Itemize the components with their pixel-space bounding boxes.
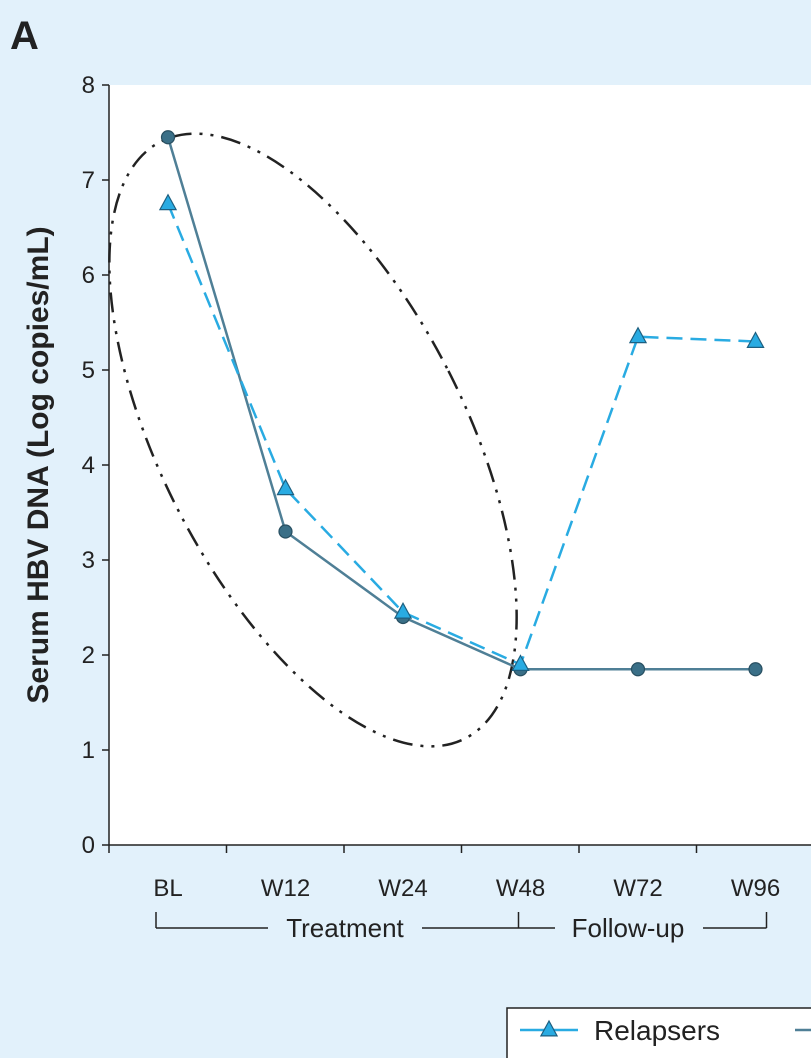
relapsers-point <box>158 193 178 211</box>
x-tick-label: W96 <box>731 875 780 902</box>
annotation-layer <box>108 132 518 748</box>
x-tick-label: W24 <box>378 875 427 902</box>
series-2-point <box>278 524 293 539</box>
series-layer <box>158 130 765 677</box>
relapsers-point <box>511 654 530 671</box>
legend: Relapsers <box>506 1007 811 1058</box>
y-tick-label: 3 <box>82 547 95 574</box>
legend-relapsers-marker <box>539 1019 559 1037</box>
x-tick-label: W48 <box>496 875 545 902</box>
y-axis-title: Serum HBV DNA (Log copies/mL) <box>22 226 55 703</box>
legend-relapsers-label: Relapsers <box>594 1015 720 1046</box>
relapsers-point <box>746 331 765 348</box>
y-tick-label: 4 <box>82 452 95 479</box>
group-label-followup: Follow-up <box>572 913 685 943</box>
y-tick-label: 1 <box>82 737 95 764</box>
labels-layer: 0 1 2 3 4 5 6 7 8 BL W12 W24 W48 W72 W96 Serum HBV DNA … <box>22 72 780 943</box>
plot-area <box>109 85 811 845</box>
y-tick-label: 5 <box>82 357 95 384</box>
relapsers-line <box>166 203 756 667</box>
relapsers-point <box>628 326 648 344</box>
y-tick-label: 6 <box>82 262 95 289</box>
axes <box>102 84 811 929</box>
y-tick-label: 8 <box>82 72 95 99</box>
x-tick-label: W72 <box>613 875 662 902</box>
y-tick-label: 7 <box>82 167 95 194</box>
relapsers-point <box>393 601 413 619</box>
group-label-treatment: Treatment <box>286 913 404 943</box>
y-tick-label: 0 <box>82 832 95 859</box>
y-tick-label: 2 <box>82 642 95 669</box>
x-tick-label: W12 <box>261 875 310 902</box>
treatment-ellipse-annotation <box>108 132 518 748</box>
panel-label: A <box>10 14 39 58</box>
series-2-line <box>166 136 756 671</box>
series-2-point <box>160 130 176 145</box>
series-2-point <box>630 662 646 677</box>
series-2-point <box>748 662 763 677</box>
legend-box <box>506 1007 811 1058</box>
x-tick-label: BL <box>153 875 182 902</box>
relapsers-point <box>276 478 295 496</box>
